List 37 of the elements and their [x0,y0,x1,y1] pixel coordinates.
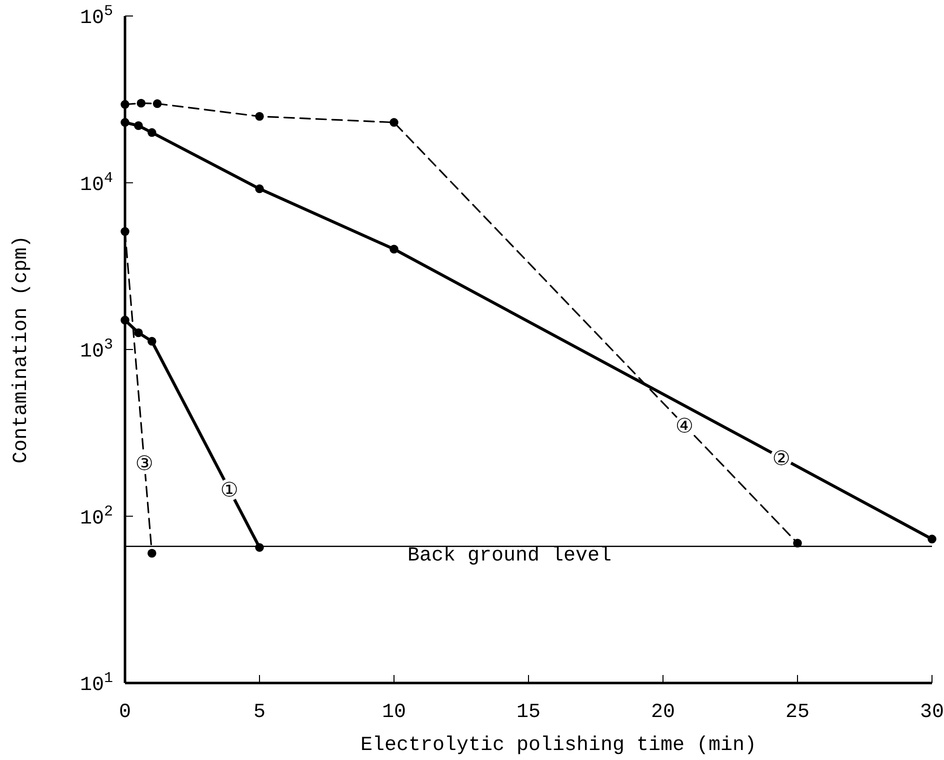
y-tick-label: 10$^{5}$ [80,2,113,30]
y-axis-title: Contamination (cpm) [10,235,33,464]
series-label: ② [772,446,790,470]
x-tick-label: 0 [118,701,132,724]
x-tick-label: 10 [382,701,406,724]
point [148,548,156,558]
x-tick-label: 15 [516,701,541,724]
point [390,244,398,254]
x-tick-label: 30 [920,701,944,724]
y-tick-label: 10$^{2}$ [80,502,113,530]
x-tick-label: 25 [785,701,810,724]
x-tick-label: 5 [253,701,266,724]
point [120,227,130,236]
point [255,543,264,552]
point [152,99,162,108]
x-axis-title: Electrolytic polishing time (min) [360,734,757,757]
point [120,100,130,109]
point [928,534,936,544]
point [793,538,802,548]
point [134,328,143,338]
point [148,128,156,137]
point [148,336,156,346]
point [255,184,264,194]
y-tick-label: 10$^{3}$ [80,336,113,364]
point [255,112,264,121]
point [120,118,130,127]
point [120,316,130,324]
x-tick-label: 20 [650,701,676,724]
series-label: ③ [135,451,154,476]
ref-line-label: Back ground level [407,544,612,568]
point [390,118,398,127]
y-tick-label: 10$^{4}$ [80,169,113,197]
series-label: ① [220,478,238,502]
y-tick-label: 10$^{1}$ [80,670,113,697]
series-label: ④ [676,413,694,438]
point [136,98,146,108]
point [134,121,143,130]
